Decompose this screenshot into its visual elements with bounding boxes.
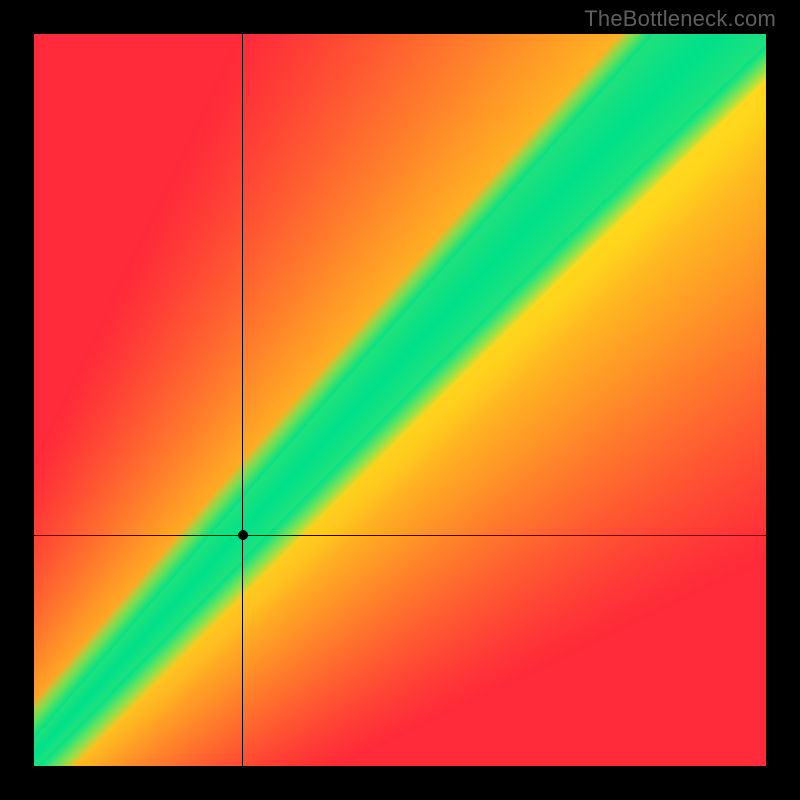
chart-frame: TheBottleneck.com xyxy=(0,0,800,800)
crosshair-vertical xyxy=(242,34,243,766)
marker-dot xyxy=(238,530,248,540)
crosshair-horizontal xyxy=(34,535,766,536)
watermark-text: TheBottleneck.com xyxy=(584,6,776,32)
heatmap-plot xyxy=(34,34,766,766)
heatmap-canvas xyxy=(34,34,766,766)
